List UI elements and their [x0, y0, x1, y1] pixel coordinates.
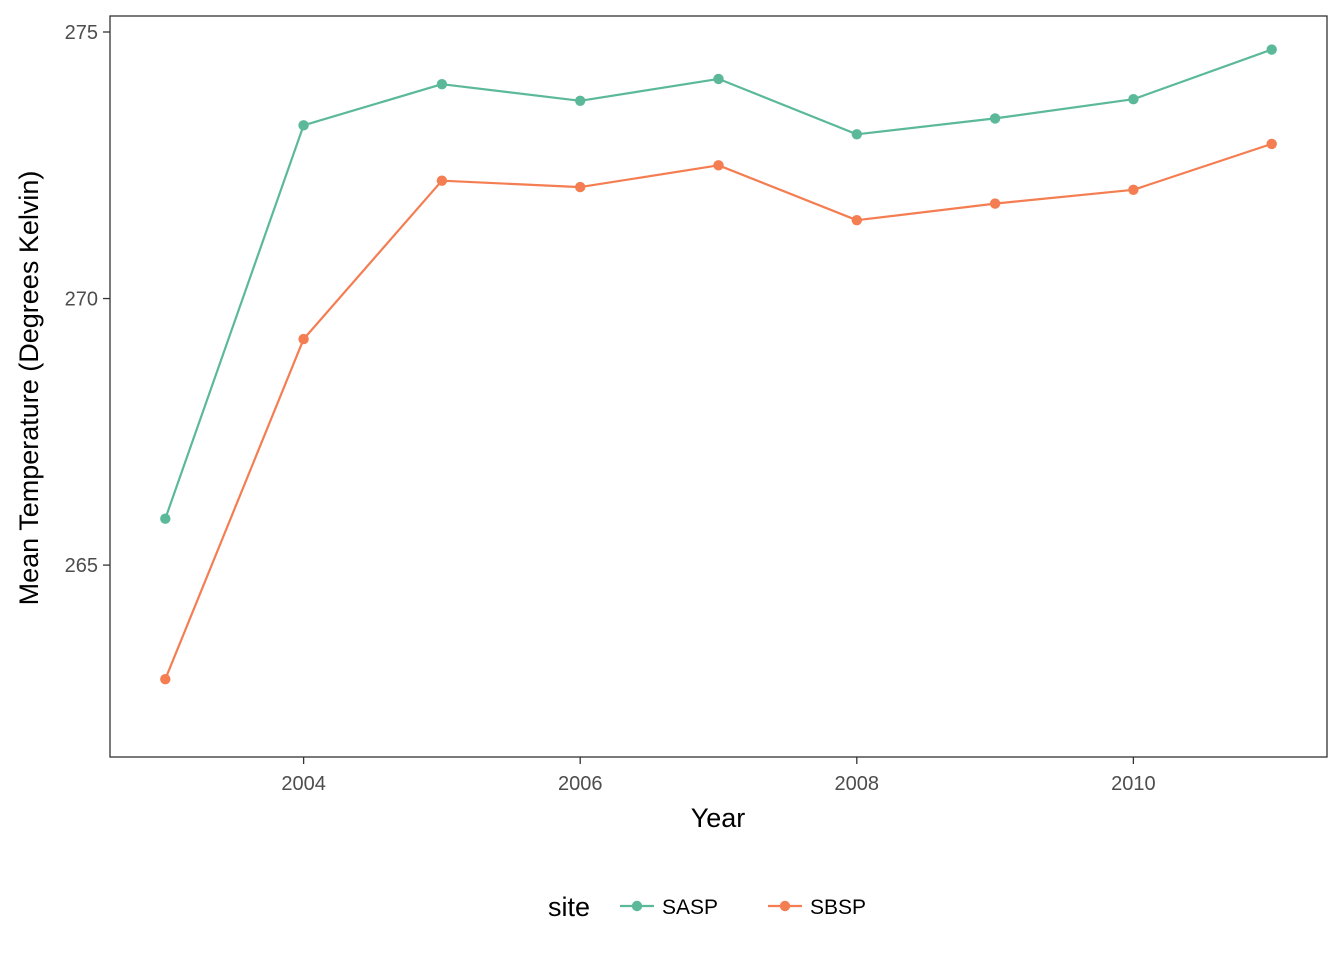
data-point-sbsp-2003 — [160, 674, 171, 685]
legend-item-sasp: SASP — [620, 896, 718, 919]
data-point-sasp-2010 — [1128, 94, 1139, 105]
data-point-sasp-2011 — [1266, 44, 1277, 55]
data-point-sasp-2007 — [713, 73, 724, 85]
data-point-sbsp-2011 — [1266, 138, 1277, 150]
y-tick-label-265: 265 — [65, 555, 98, 577]
data-point-sasp-2006 — [575, 95, 586, 107]
data-point-sbsp-2008 — [851, 215, 862, 226]
legend-item-sbsp: SBSP — [768, 896, 866, 919]
legend-label-sasp: SASP — [662, 896, 718, 919]
x-axis-title: Year — [691, 803, 746, 833]
series-layer — [160, 44, 1277, 685]
data-point-sbsp-2006 — [575, 181, 586, 193]
data-point-sasp-2003 — [160, 513, 171, 524]
data-point-sbsp-2005 — [436, 175, 448, 186]
legend-label-sbsp: SBSP — [810, 896, 866, 919]
data-point-sasp-2008 — [851, 129, 862, 140]
legend: site SASP SBSP — [548, 892, 866, 922]
y-axis-title: Mean Temperature (Degrees Kelvin) — [14, 171, 44, 606]
plot-panel-border — [109, 15, 1328, 758]
legend-key-point — [631, 900, 643, 912]
data-point-sbsp-2010 — [1128, 184, 1139, 195]
legend-title: site — [548, 892, 590, 922]
y-tick-label-275: 275 — [65, 22, 98, 44]
x-tick-label-2004: 2004 — [281, 773, 326, 795]
series-sbsp — [160, 138, 1277, 685]
data-point-sasp-2005 — [436, 79, 448, 90]
legend-key-point — [779, 900, 791, 912]
data-point-sasp-2009 — [989, 113, 1001, 124]
data-point-sbsp-2009 — [989, 198, 1001, 209]
x-tick-label-2006: 2006 — [558, 773, 603, 795]
x-tick-label-2010: 2010 — [1111, 773, 1156, 795]
x-tick-label-2008: 2008 — [835, 773, 880, 795]
data-point-sbsp-2007 — [713, 160, 724, 171]
series-sasp — [160, 44, 1277, 524]
data-point-sasp-2004 — [298, 120, 309, 131]
y-tick-label-270: 270 — [65, 289, 98, 311]
axis-layer: 2004 2006 2008 2010 265 270 275 — [65, 22, 1156, 795]
data-point-sbsp-2004 — [298, 333, 309, 345]
